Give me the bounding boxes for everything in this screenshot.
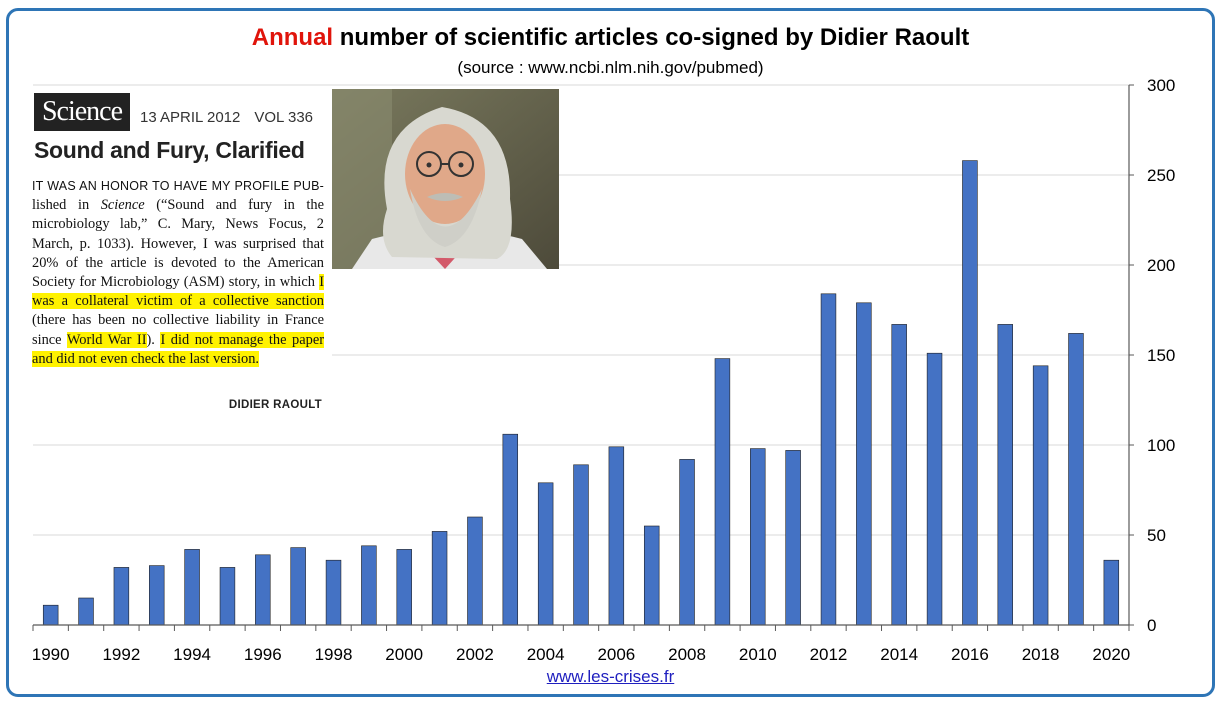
- portrait-illustration: [332, 89, 559, 269]
- issue-info: 13 APRIL 2012 VOL 336: [140, 109, 313, 126]
- bar-2007: [643, 525, 660, 626]
- bar-1996: [255, 554, 271, 626]
- title-rest: number of scientific articles co-signed …: [333, 24, 970, 51]
- science-letter-clipping: Science 13 APRIL 2012 VOL 336 Sound and F…: [30, 89, 332, 419]
- bar-2015: [926, 352, 943, 626]
- bar-2011: [785, 450, 801, 626]
- y-tick-label: 100: [1147, 436, 1175, 455]
- x-tick-label: 2004: [527, 645, 565, 664]
- issue-volume: VOL 336: [254, 109, 314, 126]
- letter-lead-caps: IT WAS AN HONOR TO HAVE MY PROFILE PUB-: [32, 179, 324, 193]
- bar-2012: [820, 293, 837, 626]
- x-tick-label: 2014: [880, 645, 918, 664]
- bar-2017: [997, 324, 1013, 626]
- bar-2013: [856, 302, 872, 626]
- bar-2006: [608, 446, 625, 626]
- letter-journal-name: Science: [100, 197, 145, 214]
- bar-2018: [1032, 365, 1049, 626]
- y-tick-label: 200: [1147, 256, 1175, 275]
- letter-signature: DIDIER RAOULT: [228, 399, 322, 411]
- x-tick-label: 2000: [385, 645, 423, 664]
- x-tick-label: 2016: [951, 645, 989, 664]
- bar-2000: [396, 549, 412, 626]
- x-tick-label: 2008: [668, 645, 706, 664]
- bar-1993: [149, 565, 165, 626]
- bar-2003: [502, 433, 519, 626]
- letter-text-1: lished in: [32, 197, 101, 214]
- science-logo: Science: [34, 93, 130, 131]
- x-tick-label: 1992: [102, 645, 140, 664]
- x-tick-label: 2018: [1022, 645, 1060, 664]
- bar-2010: [750, 448, 766, 626]
- letter-text-3: (there has been no collective liability …: [32, 312, 324, 348]
- letter-text-2: (“Sound and fury in the microbiology lab…: [32, 197, 325, 291]
- x-tick-label: 1996: [244, 645, 282, 664]
- letter-text-4: ).: [146, 331, 161, 348]
- x-tick-label: 2006: [597, 645, 635, 664]
- y-tick-label: 150: [1147, 346, 1175, 365]
- bar-1990: [42, 604, 59, 626]
- y-tick-label: 250: [1147, 166, 1175, 185]
- bar-2014: [891, 324, 907, 626]
- bar-2001: [431, 531, 448, 626]
- x-tick-label: 2012: [810, 645, 848, 664]
- y-tick-label: 50: [1147, 526, 1166, 545]
- bar-2004: [537, 482, 554, 626]
- letter-body: IT WAS AN HONOR TO HAVE MY PROFILE PUB-l…: [32, 177, 325, 369]
- bar-1997: [290, 547, 306, 626]
- bar-2009: [714, 358, 731, 626]
- x-tick-label: 1990: [32, 645, 70, 664]
- bar-2016: [962, 160, 978, 626]
- x-tick-label: 2020: [1092, 645, 1130, 664]
- issue-date: 13 APRIL 2012: [140, 109, 241, 126]
- bar-1999: [361, 545, 377, 626]
- bar-2002: [467, 516, 483, 626]
- bar-1994: [184, 549, 200, 626]
- bar-2008: [679, 459, 695, 626]
- highlight-world-war: World War II: [66, 331, 147, 348]
- source-link[interactable]: www.les-crises.fr: [546, 667, 675, 686]
- bar-2020: [1103, 559, 1120, 626]
- y-tick-label: 0: [1147, 616, 1156, 635]
- x-tick-label: 2010: [739, 645, 777, 664]
- portrait-photo: [332, 89, 559, 269]
- bar-1992: [113, 567, 130, 626]
- x-tick-label: 2002: [456, 645, 494, 664]
- chart-title: Annual number of scientific articles co-…: [0, 24, 1221, 52]
- y-tick-label: 300: [1147, 76, 1175, 95]
- chart-subtitle: (source : www.ncbi.nlm.nih.gov/pubmed): [457, 58, 764, 77]
- bar-1998: [325, 559, 342, 626]
- bar-1991: [78, 597, 94, 626]
- title-accent: Annual: [251, 24, 334, 51]
- bar-2019: [1068, 333, 1084, 626]
- x-tick-label: 1994: [173, 645, 211, 664]
- bar-2005: [573, 464, 589, 626]
- bar-1995: [219, 567, 236, 626]
- letter-headline: Sound and Fury, Clarified: [34, 137, 305, 163]
- x-tick-label: 1998: [315, 645, 353, 664]
